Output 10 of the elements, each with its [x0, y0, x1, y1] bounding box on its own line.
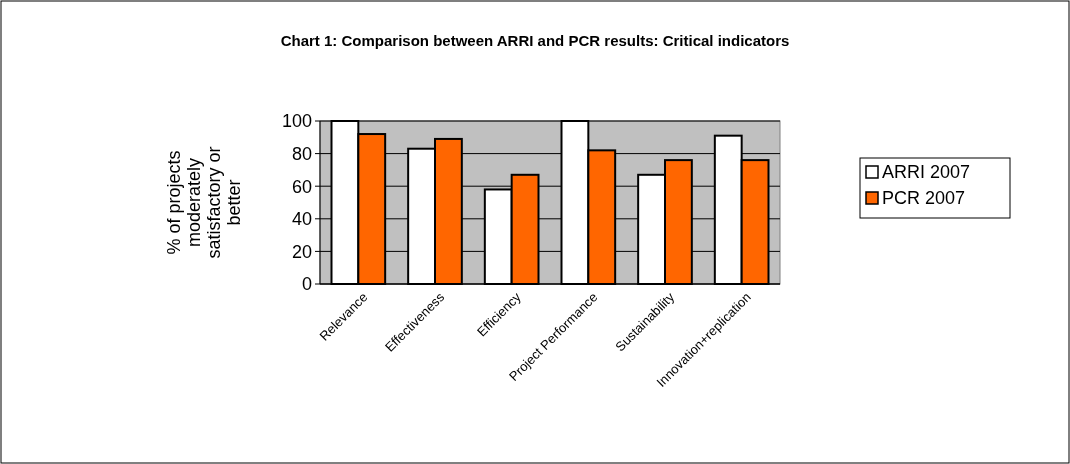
legend-label: PCR 2007: [882, 188, 966, 209]
y-tick-label: 100: [281, 111, 312, 132]
y-tick-label: 0: [301, 274, 312, 295]
legend-label: ARRI 2007: [882, 162, 971, 183]
y-tick-label: 60: [291, 176, 312, 197]
y-tick-label: 20: [291, 241, 312, 262]
y-tick-label: 40: [291, 209, 312, 230]
y-tick-label: 80: [291, 143, 312, 164]
chart-title: Chart 1: Comparison between ARRI and PCR results: Critical indicators: [280, 32, 790, 49]
y-axis-title: % of projects moderately satisfactory or better: [164, 146, 244, 259]
